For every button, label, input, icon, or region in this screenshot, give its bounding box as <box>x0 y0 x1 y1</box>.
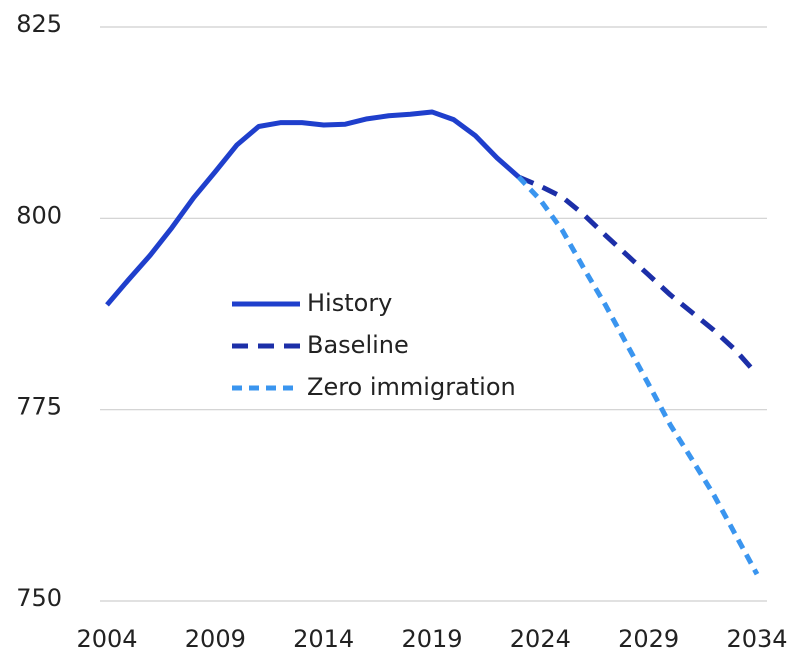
legend-label: Baseline <box>307 331 409 359</box>
legend-label: History <box>307 289 392 317</box>
y-tick-label: 800 <box>16 201 62 229</box>
x-tick-label: 2029 <box>618 625 679 653</box>
series-line <box>517 174 759 377</box>
x-tick-label: 2014 <box>293 625 354 653</box>
x-tick-label: 2024 <box>510 625 571 653</box>
legend-label: Zero immigration <box>307 373 516 401</box>
x-tick-label: 2004 <box>76 625 137 653</box>
series-line <box>105 109 521 307</box>
x-tick-label: 2009 <box>185 625 246 653</box>
series-line <box>516 175 760 576</box>
y-tick-label: 825 <box>16 10 62 38</box>
x-tick-label: 2019 <box>401 625 462 653</box>
y-tick-label: 750 <box>16 584 62 612</box>
x-tick-label: 2034 <box>726 625 787 653</box>
y-tick-label: 775 <box>16 393 62 421</box>
